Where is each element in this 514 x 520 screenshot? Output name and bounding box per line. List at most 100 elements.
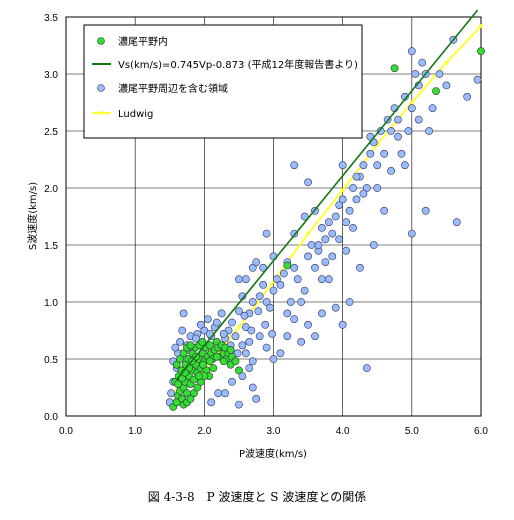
data-point-surrounding-region — [228, 377, 236, 386]
ludwig-point — [340, 188, 345, 193]
data-point-surrounding-region — [321, 258, 330, 266]
data-point-surrounding-region — [349, 184, 357, 192]
data-point-surrounding-region — [290, 315, 299, 323]
data-point-surrounding-region — [463, 92, 472, 101]
data-point-surrounding-region — [362, 364, 371, 373]
data-point-surrounding-region — [376, 127, 385, 135]
data-point-surrounding-region — [266, 303, 274, 312]
x-tick-label: 0.0 — [59, 426, 73, 437]
data-point-surrounding-region — [248, 383, 257, 392]
data-point-nobi-plain — [194, 372, 203, 380]
legend-entry-2: Vs(km/s)=0.745Vp-0.873 (平成12年度報告書より) — [118, 58, 358, 71]
data-point-surrounding-region — [255, 332, 264, 341]
data-point-surrounding-region — [338, 320, 347, 329]
data-point-surrounding-region — [248, 298, 257, 306]
x-tick-label: 6.0 — [474, 426, 488, 437]
data-point-surrounding-region — [352, 195, 361, 204]
data-point-surrounding-region — [200, 326, 209, 335]
data-point-surrounding-region — [369, 241, 378, 249]
data-point-surrounding-region — [259, 280, 268, 289]
legend-marker-ludwig-dot — [99, 111, 103, 115]
data-point-surrounding-region — [338, 195, 347, 204]
data-point-nobi-plain — [209, 364, 218, 373]
data-point-surrounding-region — [314, 241, 323, 249]
data-point-surrounding-region — [300, 212, 309, 221]
data-point-surrounding-region — [349, 223, 357, 232]
data-point-surrounding-region — [235, 400, 243, 409]
data-point-surrounding-region — [248, 263, 257, 272]
y-tick-label: 3.5 — [44, 13, 58, 24]
data-point-surrounding-region — [407, 229, 416, 238]
y-tick-label: 1.5 — [44, 241, 58, 252]
x-tick-label: 3.0 — [267, 426, 281, 437]
regression-line — [176, 9, 479, 381]
data-point-nobi-plain — [179, 349, 188, 358]
ludwig-point — [306, 231, 311, 236]
data-point-surrounding-region — [387, 127, 395, 135]
ludwig-point — [409, 100, 414, 105]
x-tick-label: 4.0 — [336, 426, 350, 437]
data-point-surrounding-region — [345, 298, 354, 306]
x-tick-label: 2.0 — [197, 426, 211, 437]
data-point-nobi-plain — [172, 360, 181, 369]
data-point-nobi-plain — [186, 341, 195, 350]
data-point-surrounding-region — [311, 263, 319, 272]
data-point-surrounding-region — [359, 189, 368, 198]
data-point-surrounding-region — [338, 161, 347, 170]
data-point-surrounding-region — [331, 212, 340, 221]
data-point-surrounding-region — [255, 292, 264, 301]
data-point-surrounding-region — [276, 280, 285, 289]
y-axis-label: S波速度(km/s) — [26, 182, 39, 250]
data-point-surrounding-region — [442, 81, 451, 90]
data-point-surrounding-region — [293, 275, 302, 284]
data-point-surrounding-region — [268, 330, 277, 338]
data-point-surrounding-region — [418, 58, 427, 67]
data-point-nobi-plain — [198, 337, 207, 346]
data-point-surrounding-region — [235, 307, 243, 316]
data-point-surrounding-region — [238, 341, 247, 350]
data-point-surrounding-region — [192, 334, 200, 343]
data-point-surrounding-region — [311, 332, 319, 341]
data-point-surrounding-region — [473, 75, 482, 84]
data-point-surrounding-region — [345, 206, 354, 215]
y-tick-labels: 0.0 0.5 1.0 1.5 2.0 2.5 3.0 3.5 — [44, 13, 58, 423]
y-tick-label: 2.5 — [44, 127, 58, 138]
data-point-surrounding-region — [171, 343, 180, 352]
data-point-surrounding-region — [366, 149, 375, 158]
figure-caption: 図 4-3-8 P 波速度と S 波速度との関係 — [147, 490, 367, 504]
data-point-surrounding-region — [238, 372, 247, 380]
data-point-surrounding-region — [245, 337, 254, 346]
data-point-nobi-plain — [283, 261, 292, 270]
data-point-surrounding-region — [356, 263, 364, 272]
data-point-nobi-plain — [190, 389, 198, 398]
data-point-nobi-plain — [477, 47, 485, 56]
data-point-surrounding-region — [279, 269, 288, 278]
data-point-surrounding-region — [407, 104, 416, 113]
data-point-surrounding-region — [252, 394, 261, 403]
data-point-surrounding-region — [167, 389, 176, 398]
data-point-surrounding-region — [324, 218, 333, 227]
data-point-surrounding-region — [411, 70, 420, 78]
data-point-surrounding-region — [435, 70, 444, 78]
data-point-surrounding-region — [231, 332, 240, 341]
data-point-surrounding-region — [276, 349, 285, 358]
data-point-surrounding-region — [394, 132, 402, 141]
y-tick-label: 3.0 — [44, 70, 58, 81]
data-point-surrounding-region — [178, 326, 187, 335]
data-point-surrounding-region — [290, 263, 299, 272]
data-point-surrounding-region — [428, 104, 437, 113]
data-point-surrounding-region — [212, 318, 221, 327]
x-axis-label: P波速度(km/s) — [239, 447, 307, 460]
data-point-surrounding-region — [342, 218, 351, 227]
ludwig-point — [236, 325, 241, 330]
data-point-surrounding-region — [318, 223, 326, 232]
x-tick-labels: 0.0 1.0 2.0 3.0 4.0 5.0 6.0 — [59, 426, 488, 437]
data-point-surrounding-region — [328, 252, 337, 261]
y-tick-label: 0.5 — [44, 355, 58, 366]
data-point-surrounding-region — [248, 357, 257, 366]
data-point-surrounding-region — [262, 229, 271, 238]
data-point-nobi-plain — [199, 360, 207, 369]
legend-entry-4: Ludwig — [118, 109, 153, 120]
data-point-surrounding-region — [452, 218, 461, 227]
